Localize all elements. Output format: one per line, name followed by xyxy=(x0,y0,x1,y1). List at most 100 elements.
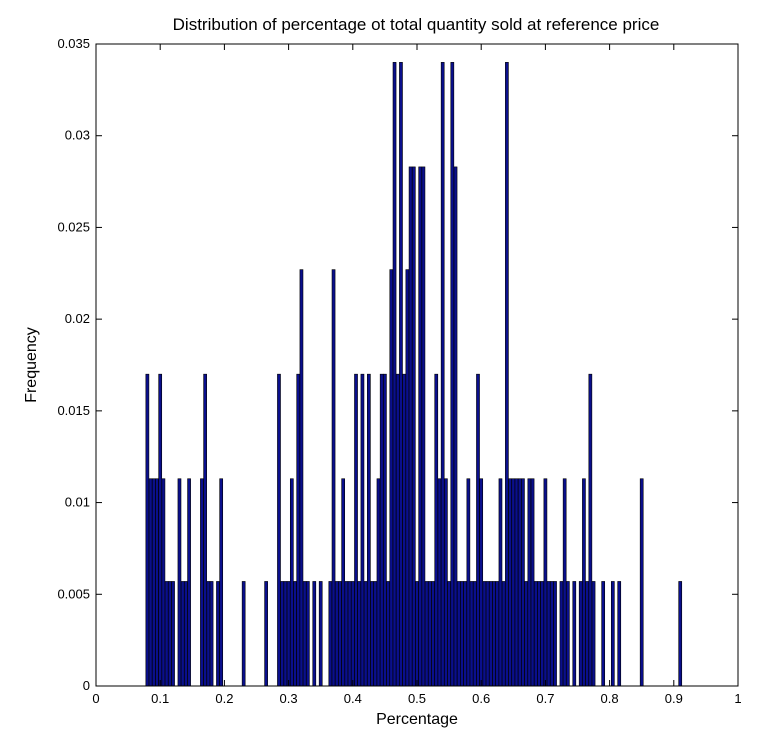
histogram-bar xyxy=(476,373,480,687)
histogram-bar xyxy=(312,581,317,687)
histogram-bar xyxy=(460,581,464,687)
histogram-bar xyxy=(415,581,419,687)
histogram-bar xyxy=(206,581,211,687)
histogram-bar xyxy=(289,478,294,687)
histogram-bar xyxy=(148,478,153,687)
histogram-bar xyxy=(347,581,352,687)
histogram-bar xyxy=(264,581,268,687)
histogram-bar xyxy=(472,581,477,687)
histogram-bar xyxy=(200,478,204,687)
histogram-bar xyxy=(184,581,188,687)
histogram-bar xyxy=(203,373,207,687)
histogram-bar xyxy=(306,581,310,687)
histogram-bar xyxy=(357,581,362,687)
histogram-bar xyxy=(392,62,397,687)
histogram-bar xyxy=(286,581,291,687)
histogram-bar xyxy=(334,581,339,687)
histogram-bar xyxy=(283,581,288,687)
histogram-bar xyxy=(527,478,532,687)
y-tick-label: 0.03 xyxy=(65,128,90,143)
histogram-bar xyxy=(277,373,281,687)
histogram-bar xyxy=(537,581,541,687)
x-tick-label: 0.9 xyxy=(665,691,683,706)
histogram-bar xyxy=(344,581,349,687)
histogram-bar xyxy=(450,62,455,687)
histogram-bar xyxy=(158,373,163,687)
histogram-bar xyxy=(373,581,378,687)
histogram-bar xyxy=(386,581,390,687)
histogram-bar xyxy=(177,478,182,687)
bars-group xyxy=(145,62,683,687)
histogram-bar xyxy=(582,478,586,687)
histogram-bar xyxy=(610,581,615,687)
histogram-bar xyxy=(447,581,451,687)
x-tick-label: 0.8 xyxy=(601,691,619,706)
histogram-bar xyxy=(524,581,528,687)
y-tick-label: 0.025 xyxy=(57,219,90,234)
histogram-bar xyxy=(533,581,538,687)
histogram-bar xyxy=(511,478,516,687)
histogram-bar xyxy=(418,166,423,687)
histogram-bar xyxy=(543,478,548,687)
histogram-bar xyxy=(469,581,474,687)
histogram-bar xyxy=(639,478,644,687)
x-axis-label: Percentage xyxy=(376,711,458,728)
histogram-bar xyxy=(376,478,381,687)
histogram-bar xyxy=(562,478,567,687)
histogram-bar xyxy=(293,581,297,687)
x-tick-label: 1 xyxy=(734,691,741,706)
histogram-bar xyxy=(395,373,400,687)
histogram-bar xyxy=(585,581,589,687)
histogram-bar xyxy=(444,478,448,687)
x-tick-label: 0 xyxy=(92,691,99,706)
histogram-bar xyxy=(578,581,583,687)
histogram-bar xyxy=(489,581,493,687)
histogram-bar xyxy=(530,478,535,687)
histogram-bar xyxy=(180,581,185,687)
histogram-bar xyxy=(350,581,355,687)
histogram-bar xyxy=(171,581,175,687)
y-tick-label: 0.005 xyxy=(57,586,90,601)
histogram-bar xyxy=(318,581,323,687)
histogram-bar xyxy=(328,581,333,687)
y-tick-label: 0.01 xyxy=(65,495,90,510)
x-tick-label: 0.7 xyxy=(536,691,554,706)
histogram-bar xyxy=(678,581,683,687)
y-tick-label: 0.02 xyxy=(65,311,90,326)
histogram-bar xyxy=(411,166,416,687)
histogram-bar xyxy=(168,581,172,687)
histogram-bar xyxy=(363,581,368,687)
x-tick-label: 0.5 xyxy=(408,691,426,706)
histogram-bar xyxy=(431,581,435,687)
histogram-bar xyxy=(505,62,509,687)
histogram-bar xyxy=(360,373,365,687)
histogram-bar xyxy=(508,478,512,687)
histogram-bar xyxy=(617,581,622,687)
histogram-bar xyxy=(463,581,467,687)
histogram-bar xyxy=(588,373,593,687)
y-axis-ticks: 0 0.005 0.01 0.015 0.02 0.025 0.03 0.035 xyxy=(57,36,738,693)
histogram-bar xyxy=(517,478,522,687)
histogram-bar xyxy=(437,478,442,687)
histogram-bar xyxy=(164,581,169,687)
histogram-bar xyxy=(495,581,500,687)
histogram-bar xyxy=(354,373,358,687)
x-tick-label: 0.1 xyxy=(151,691,169,706)
histogram-bar xyxy=(424,581,429,687)
histogram-bar xyxy=(456,581,461,687)
histogram-bar xyxy=(299,269,304,687)
histogram-bar xyxy=(453,166,458,687)
histogram-bar xyxy=(341,478,345,687)
histogram-bar xyxy=(389,269,394,687)
histogram-bar xyxy=(187,478,191,687)
histogram-bar xyxy=(216,581,220,687)
histogram-bar xyxy=(546,581,551,687)
histogram-bar xyxy=(498,478,503,687)
histogram-bar xyxy=(540,581,545,687)
histogram-bar xyxy=(601,581,606,687)
histogram-bar xyxy=(161,478,166,687)
histogram-bar xyxy=(145,373,150,687)
histogram-bar xyxy=(434,373,439,687)
x-axis-ticks: 0 0.1 0.2 0.3 0.4 0.5 0.6 0.7 0.8 0.9 1 xyxy=(92,44,742,706)
